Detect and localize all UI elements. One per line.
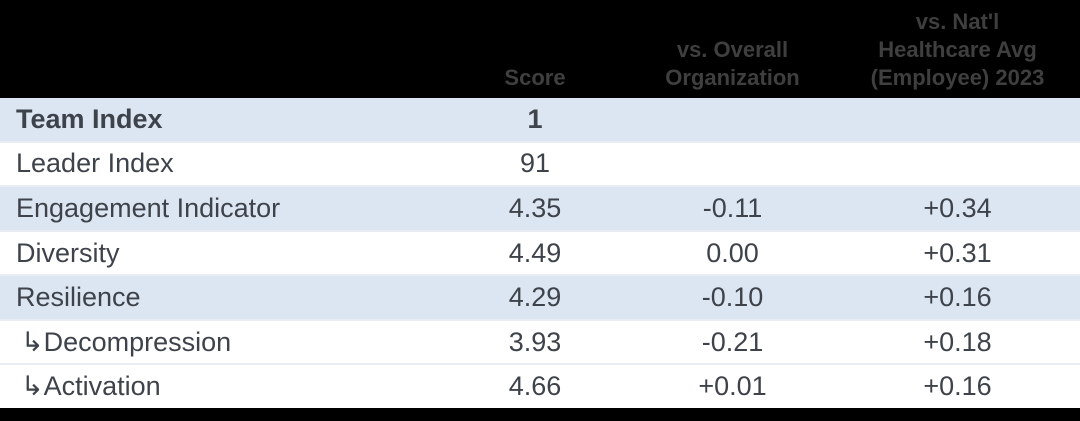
score-value: 1	[527, 103, 543, 134]
table-header-row: Score vs. Overall Organization vs. Nat'l…	[0, 0, 1080, 98]
vs-natl-value: +0.34	[923, 192, 992, 223]
bottom-black-bar	[0, 408, 1080, 421]
vs-overall-value: -0.10	[701, 282, 764, 313]
vs-overall-value: +0.01	[698, 371, 767, 402]
vs-overall-value: 0.00	[706, 237, 759, 268]
header-cell-empty	[0, 0, 440, 98]
table-row: ↳Activation 4.66 +0.01 +0.16	[0, 365, 1080, 409]
table-row: Team Index 1	[0, 98, 1080, 143]
vs-natl-value	[835, 98, 1080, 141]
score-value: 4.66	[508, 371, 562, 402]
vs-overall-value	[630, 143, 835, 186]
vs-natl-value: +0.16	[923, 282, 992, 313]
vs-overall-value: -0.11	[702, 192, 763, 223]
score-value: 4.35	[508, 192, 562, 223]
header-cell-vs-natl-healthcare-avg: vs. Nat'l Healthcare Avg (Employee) 2023	[870, 9, 1045, 90]
vs-natl-value: +0.18	[923, 326, 992, 357]
row-label: ↳Activation	[21, 371, 161, 402]
table-row: Leader Index 91	[0, 142, 1080, 188]
score-value: 3.93	[508, 326, 562, 357]
vs-overall-value: -0.21	[701, 326, 764, 357]
row-label: Leader Index	[16, 148, 174, 179]
row-label: Team Index	[16, 103, 163, 134]
table-row: Engagement Indicator 4.35 -0.11 +0.34	[0, 187, 1080, 232]
row-label: ↳Decompression	[21, 326, 232, 357]
row-label: Resilience	[16, 282, 141, 313]
header-cell-vs-overall-organization: vs. Overall Organization	[665, 37, 800, 90]
header-cell-score: Score	[504, 65, 566, 90]
table-row: Diversity 4.49 0.00 +0.31	[0, 231, 1080, 277]
vs-natl-value: +0.31	[923, 237, 992, 268]
vs-natl-value	[835, 143, 1080, 186]
score-value: 4.49	[508, 237, 562, 268]
table-row: ↳Decompression 3.93 -0.21 +0.18	[0, 320, 1080, 366]
table-row: Resilience 4.29 -0.10 +0.16	[0, 276, 1080, 321]
table-body: Team Index 1 Leader Index 91 Engagement Indi…	[0, 98, 1080, 409]
vs-natl-value: +0.16	[923, 371, 992, 402]
score-value: 4.29	[508, 282, 562, 313]
row-label: Diversity	[16, 237, 120, 268]
vs-overall-value	[630, 98, 835, 141]
row-label: Engagement Indicator	[16, 192, 281, 223]
score-value: 91	[519, 148, 551, 179]
